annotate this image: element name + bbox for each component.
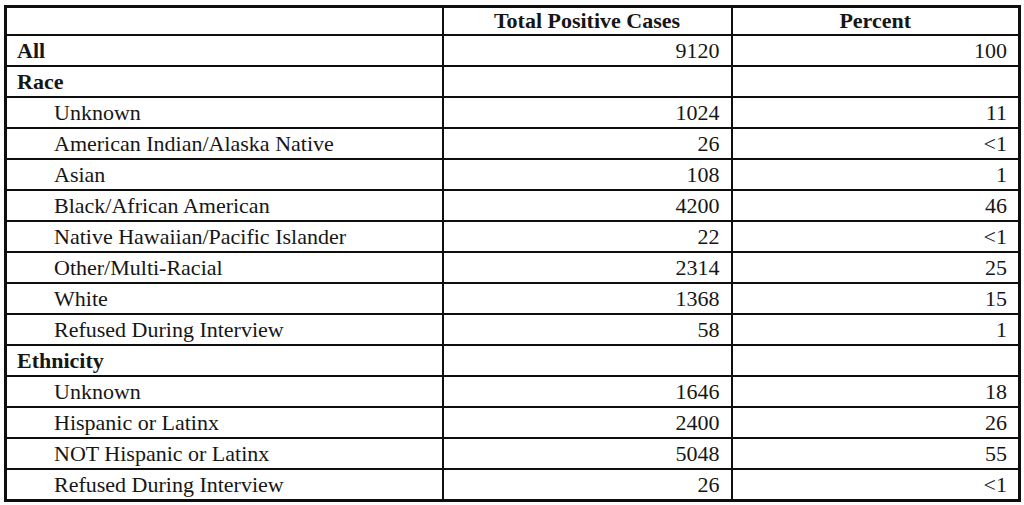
cases-value: 108: [443, 159, 732, 190]
percent-value: 55: [732, 438, 1020, 469]
row-label: NOT Hispanic or Latinx: [6, 438, 443, 469]
header-row: Total Positive Cases Percent: [6, 7, 1020, 36]
row-white: White 1368 15: [6, 283, 1020, 314]
row-label: Race: [6, 66, 443, 97]
row-label: Unknown: [6, 97, 443, 128]
row-all: All 9120 100: [6, 35, 1020, 66]
positive-cases-table-container: Total Positive Cases Percent All 9120 10…: [4, 5, 1021, 502]
positive-cases-by-race-ethnicity-table: Total Positive Cases Percent All 9120 10…: [4, 5, 1021, 502]
cases-value: 22: [443, 221, 732, 252]
cases-value: 26: [443, 469, 732, 501]
row-label: Other/Multi-Racial: [6, 252, 443, 283]
cases-value: 5048: [443, 438, 732, 469]
row-race-unknown: Unknown 1024 11: [6, 97, 1020, 128]
col-header-percent: Percent: [732, 7, 1020, 36]
cases-value: 58: [443, 314, 732, 345]
percent-value: 1: [732, 159, 1020, 190]
row-label: American Indian/Alaska Native: [6, 128, 443, 159]
row-hispanic-or-latinx: Hispanic or Latinx 2400 26: [6, 407, 1020, 438]
row-ethnicity-unknown: Unknown 1646 18: [6, 376, 1020, 407]
cases-value: [443, 66, 732, 97]
row-ethnicity-section: Ethnicity: [6, 345, 1020, 376]
row-other-multi-racial: Other/Multi-Racial 2314 25: [6, 252, 1020, 283]
cases-value: 9120: [443, 35, 732, 66]
col-header-total-positive-cases: Total Positive Cases: [443, 7, 732, 36]
percent-value: [732, 345, 1020, 376]
row-race-refused-during-interview: Refused During Interview 58 1: [6, 314, 1020, 345]
row-label: Asian: [6, 159, 443, 190]
percent-value: 11: [732, 97, 1020, 128]
row-black-african-american: Black/African American 4200 46: [6, 190, 1020, 221]
row-native-hawaiian-pacific-islander: Native Hawaiian/Pacific Islander 22 <1: [6, 221, 1020, 252]
percent-value: [732, 66, 1020, 97]
table-header: Total Positive Cases Percent: [6, 7, 1020, 36]
percent-value: 1: [732, 314, 1020, 345]
row-race-section: Race: [6, 66, 1020, 97]
percent-value: 46: [732, 190, 1020, 221]
percent-value: 15: [732, 283, 1020, 314]
row-label: Ethnicity: [6, 345, 443, 376]
cases-value: 26: [443, 128, 732, 159]
percent-value: 26: [732, 407, 1020, 438]
percent-value: <1: [732, 128, 1020, 159]
cases-value: 1368: [443, 283, 732, 314]
percent-value: 18: [732, 376, 1020, 407]
cases-value: 2400: [443, 407, 732, 438]
cases-value: 1646: [443, 376, 732, 407]
col-header-category: [6, 7, 443, 36]
percent-value: 100: [732, 35, 1020, 66]
row-label: White: [6, 283, 443, 314]
percent-value: <1: [732, 221, 1020, 252]
row-label: Hispanic or Latinx: [6, 407, 443, 438]
row-label: All: [6, 35, 443, 66]
row-label: Native Hawaiian/Pacific Islander: [6, 221, 443, 252]
row-asian: Asian 108 1: [6, 159, 1020, 190]
cases-value: 1024: [443, 97, 732, 128]
row-label: Refused During Interview: [6, 314, 443, 345]
row-ethnicity-refused-during-interview: Refused During Interview 26 <1: [6, 469, 1020, 501]
row-label: Refused During Interview: [6, 469, 443, 501]
row-not-hispanic-or-latinx: NOT Hispanic or Latinx 5048 55: [6, 438, 1020, 469]
percent-value: <1: [732, 469, 1020, 501]
cases-value: [443, 345, 732, 376]
row-label: Black/African American: [6, 190, 443, 221]
row-american-indian-alaska-native: American Indian/Alaska Native 26 <1: [6, 128, 1020, 159]
percent-value: 25: [732, 252, 1020, 283]
table-body: All 9120 100 Race Unknown 1024 11 Americ…: [6, 35, 1020, 501]
cases-value: 2314: [443, 252, 732, 283]
cases-value: 4200: [443, 190, 732, 221]
row-label: Unknown: [6, 376, 443, 407]
